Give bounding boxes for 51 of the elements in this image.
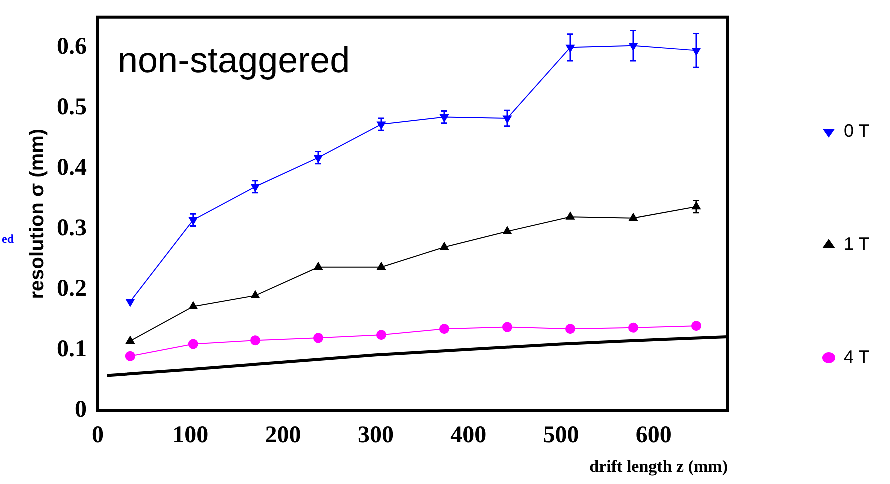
text: ed <box>2 232 14 246</box>
point <box>126 336 135 344</box>
x-tick-label: 400 <box>450 422 487 448</box>
point <box>251 290 260 299</box>
point <box>503 116 512 124</box>
point <box>440 242 449 250</box>
point <box>440 114 449 122</box>
y-tick-label: 0.3 <box>57 215 87 242</box>
point <box>566 212 575 220</box>
y-tick-label: 0 <box>75 397 87 424</box>
point <box>566 44 575 53</box>
point <box>692 48 701 56</box>
legend-label: 0 T <box>844 120 870 141</box>
x-tick-label: 500 <box>543 422 580 448</box>
point <box>691 321 702 332</box>
x-axis-title: drift length z (mm) <box>590 457 728 476</box>
x-tick-label: 200 <box>265 422 302 448</box>
y-tick-label: 0.1 <box>57 336 87 362</box>
point <box>125 351 136 362</box>
point <box>314 333 324 344</box>
point <box>692 202 701 210</box>
point <box>503 226 512 234</box>
y-axis-title: resolution σ (mm) <box>26 128 49 300</box>
x-tick-label: 600 <box>636 422 672 448</box>
legend-label: 4 T <box>844 346 870 367</box>
point <box>314 155 323 163</box>
y-tick-label: 0.4 <box>57 154 87 181</box>
y-tick-label: 0.2 <box>57 276 87 302</box>
point <box>629 213 638 222</box>
point <box>314 262 323 270</box>
point <box>189 302 198 310</box>
point <box>377 262 386 270</box>
point <box>377 122 386 130</box>
x-tick-label: 100 <box>172 422 209 448</box>
point <box>188 339 198 350</box>
y-tick-label: 0.5 <box>57 94 87 120</box>
point <box>439 324 450 334</box>
x-tick-label: 300 <box>358 422 394 448</box>
point <box>189 217 198 226</box>
legend-label: 1 T <box>844 234 870 254</box>
x-tick-label: 0 <box>92 422 104 448</box>
point <box>565 324 576 334</box>
annotation: non-staggered <box>118 39 350 80</box>
point <box>376 330 386 340</box>
point <box>629 43 638 51</box>
y-tick-label: 0.6 <box>57 34 87 60</box>
point <box>250 336 260 346</box>
point <box>126 299 135 307</box>
point <box>502 322 512 332</box>
point <box>251 184 260 192</box>
point <box>628 322 638 333</box>
